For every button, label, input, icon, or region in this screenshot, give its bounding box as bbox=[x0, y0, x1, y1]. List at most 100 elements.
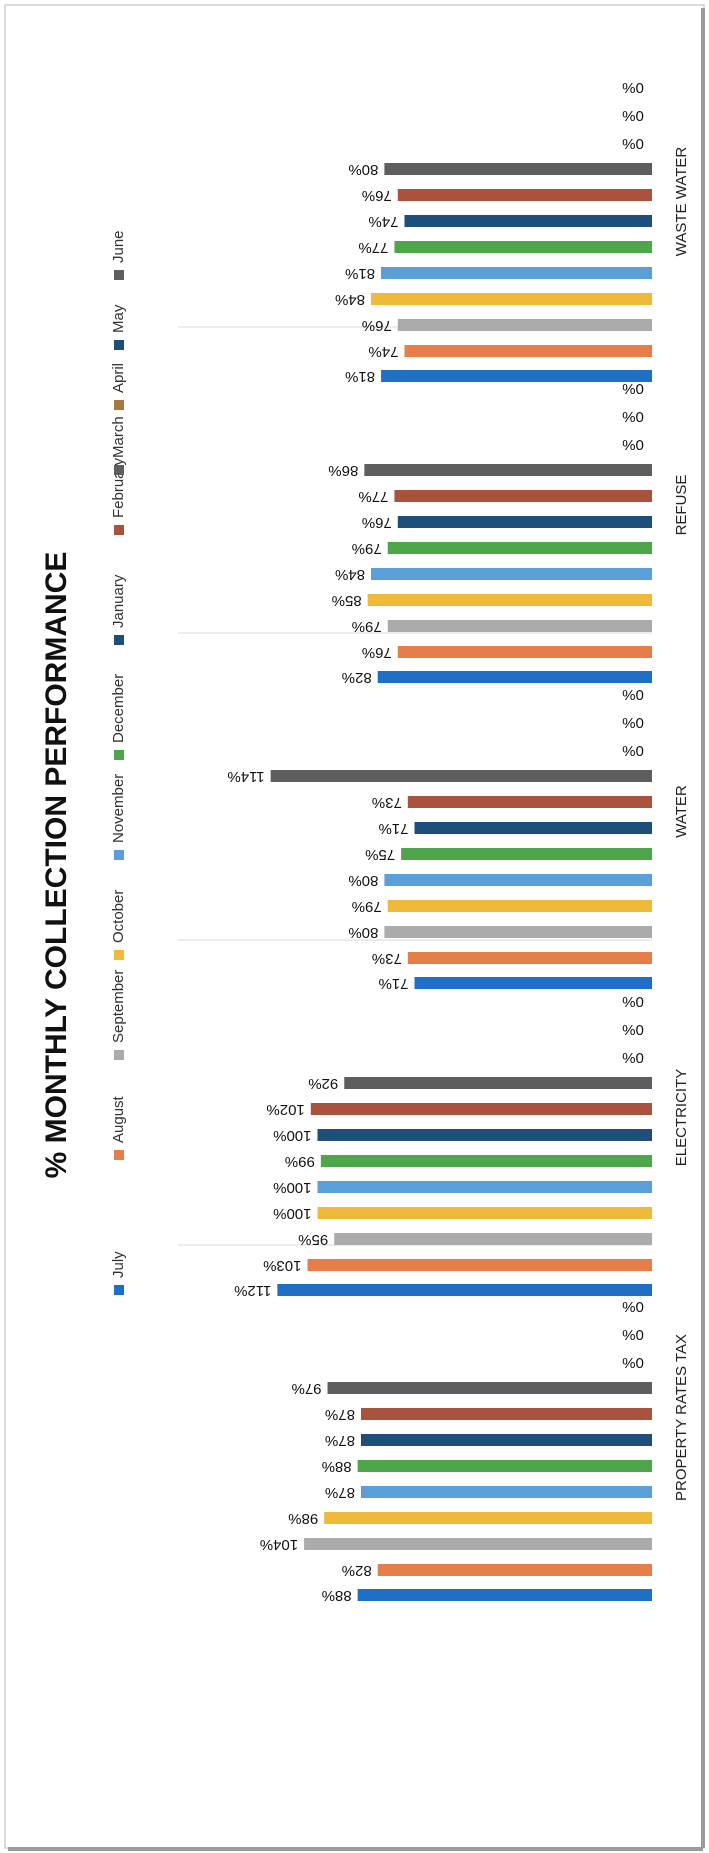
bar bbox=[414, 822, 652, 834]
data-label: 73% bbox=[372, 794, 402, 811]
data-label: 99% bbox=[285, 1153, 315, 1170]
legend-swatch bbox=[114, 750, 124, 760]
legend-swatch bbox=[114, 525, 124, 535]
data-label: 82% bbox=[342, 1562, 372, 1579]
data-label: 80% bbox=[348, 924, 378, 941]
legend: July August September October November Decemb… bbox=[110, 230, 127, 1295]
bar bbox=[377, 671, 652, 683]
data-label: 84% bbox=[335, 566, 365, 583]
data-label: 74% bbox=[368, 343, 398, 360]
category-group-electricity: ELECTRICITY 112% 103% 95% 100% 100% 99% 100% 102… bbox=[234, 993, 690, 1299]
data-label: 87% bbox=[325, 1432, 355, 1449]
legend-swatch bbox=[114, 270, 124, 280]
legend-swatch bbox=[114, 1150, 124, 1160]
legend-label: October bbox=[110, 890, 127, 943]
data-label: 100% bbox=[273, 1179, 311, 1196]
data-label: 103% bbox=[263, 1257, 301, 1274]
bar bbox=[407, 952, 652, 964]
data-label: 0% bbox=[622, 1021, 644, 1038]
data-label: 0% bbox=[622, 135, 644, 152]
bar bbox=[404, 215, 652, 227]
legend-label: December bbox=[110, 674, 127, 743]
bar bbox=[387, 900, 652, 912]
data-label: 102% bbox=[266, 1101, 304, 1118]
bar bbox=[381, 370, 652, 382]
data-label: 86% bbox=[328, 462, 358, 479]
bar bbox=[367, 594, 652, 606]
legend-label: November bbox=[110, 774, 127, 843]
legend-swatch bbox=[114, 635, 124, 645]
data-label: 98% bbox=[288, 1510, 318, 1527]
bar bbox=[407, 796, 652, 808]
data-label: 0% bbox=[622, 1298, 644, 1315]
data-label: 112% bbox=[234, 1282, 271, 1299]
data-label: 85% bbox=[332, 592, 362, 609]
bar bbox=[304, 1538, 652, 1550]
bar bbox=[357, 1589, 652, 1601]
data-label: 0% bbox=[622, 742, 644, 759]
legend-swatch bbox=[114, 340, 124, 350]
category-label: REFUSE bbox=[673, 475, 690, 536]
data-label: 80% bbox=[348, 872, 378, 889]
data-label: 74% bbox=[368, 213, 398, 230]
bar bbox=[384, 163, 652, 175]
data-label: 82% bbox=[342, 669, 372, 686]
bar bbox=[371, 293, 652, 305]
legend-swatch bbox=[114, 850, 124, 860]
bar bbox=[397, 516, 652, 528]
data-label: 76% bbox=[362, 514, 392, 531]
data-label: 0% bbox=[622, 993, 644, 1010]
bar bbox=[397, 319, 652, 331]
bar bbox=[384, 874, 652, 886]
bar bbox=[307, 1259, 652, 1271]
bar bbox=[310, 1103, 652, 1115]
legend-swatch bbox=[114, 1285, 124, 1295]
legend-label: June bbox=[110, 230, 127, 263]
bar bbox=[360, 1408, 652, 1420]
chart-title: % MONTHLY COLLECTION PERFORMANCE bbox=[40, 552, 73, 1179]
data-label: 81% bbox=[345, 368, 375, 385]
legend-label: January bbox=[110, 574, 127, 628]
data-label: 0% bbox=[622, 1354, 644, 1371]
bar bbox=[344, 1077, 652, 1089]
data-label: 0% bbox=[622, 408, 644, 425]
bar bbox=[334, 1233, 652, 1245]
data-label: 87% bbox=[325, 1406, 355, 1423]
category-label: ELECTRICITY bbox=[673, 1069, 690, 1167]
legend-swatch bbox=[114, 950, 124, 960]
data-label: 114% bbox=[227, 768, 264, 785]
bar bbox=[357, 1460, 652, 1472]
data-label: 104% bbox=[260, 1536, 298, 1553]
chart-layer: % MONTHLY COLLECTION PERFORMANCE July Augu… bbox=[40, 79, 690, 1604]
legend-swatch bbox=[114, 465, 124, 475]
bar bbox=[387, 620, 652, 632]
legend-label: March bbox=[110, 416, 127, 458]
bar bbox=[317, 1181, 652, 1193]
bar bbox=[371, 568, 652, 580]
bar bbox=[384, 926, 652, 938]
legend-label: September bbox=[110, 970, 127, 1043]
bar bbox=[397, 189, 652, 201]
data-label: 88% bbox=[322, 1587, 352, 1604]
data-label: 0% bbox=[622, 714, 644, 731]
bar bbox=[324, 1512, 652, 1524]
data-label: 0% bbox=[622, 107, 644, 124]
data-label: 79% bbox=[352, 540, 382, 557]
data-label: 95% bbox=[298, 1231, 328, 1248]
legend-label: May bbox=[110, 304, 127, 333]
legend-swatch bbox=[114, 1050, 124, 1060]
data-label: 71% bbox=[378, 820, 408, 837]
bar bbox=[327, 1382, 652, 1394]
bar bbox=[364, 464, 652, 476]
data-label: 0% bbox=[622, 79, 644, 96]
data-label: 77% bbox=[358, 239, 388, 256]
bar bbox=[381, 267, 652, 279]
data-label: 87% bbox=[325, 1484, 355, 1501]
category-group-refuse: REFUSE 82% 76% 79% 85% 84% 79% 76% 77%86% 0% 0% 0% bbox=[328, 380, 690, 686]
data-label: 92% bbox=[308, 1075, 338, 1092]
category-label: WASTE WATER bbox=[673, 147, 690, 257]
bar bbox=[277, 1284, 652, 1296]
bar bbox=[360, 1434, 652, 1446]
data-label: 75% bbox=[365, 846, 395, 863]
bar bbox=[401, 848, 652, 860]
